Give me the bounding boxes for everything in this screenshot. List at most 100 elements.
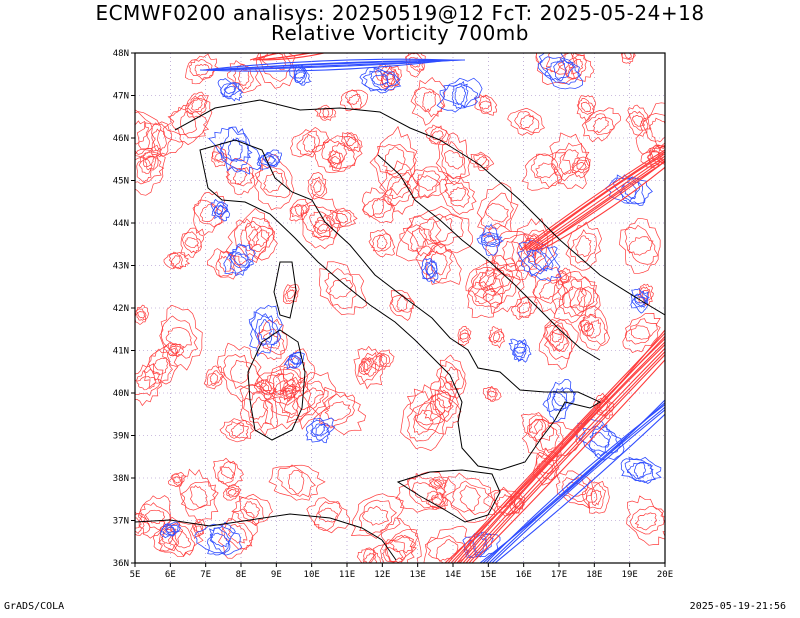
positive-vorticity-contour (435, 539, 459, 562)
negative-vorticity-contour (208, 126, 262, 175)
positive-vorticity-contour (331, 210, 352, 227)
negative-vorticity-contour (232, 252, 248, 267)
negative-vorticity-contour (508, 338, 532, 363)
positive-vorticity-contour (219, 418, 255, 443)
negative-vorticity-contour (612, 174, 645, 206)
positive-vorticity-contour (329, 151, 341, 169)
positive-vorticity-contour (374, 144, 417, 179)
positive-vorticity-contour (192, 522, 204, 536)
negative-vorticity-contour (520, 246, 558, 277)
positive-vorticity-band (444, 329, 665, 563)
negative-vorticity-contour (208, 527, 231, 554)
positive-vorticity-contour (290, 126, 330, 158)
negative-vorticity-contour (264, 156, 276, 164)
positive-vorticity-contour (162, 97, 213, 146)
positive-vorticity-contour (361, 505, 390, 526)
positive-vorticity-contour (189, 484, 208, 509)
positive-vorticity-contour (184, 237, 199, 249)
positive-vorticity-contour (551, 142, 590, 182)
lat-tick-label: 47N (113, 92, 129, 102)
positive-vorticity-contour (328, 142, 347, 165)
positive-vorticity-contour (474, 287, 496, 305)
positive-vorticity-contour (470, 266, 505, 292)
negative-vorticity-contour (620, 456, 662, 484)
positive-vorticity-contour (262, 372, 295, 396)
negative-vorticity-contour (305, 417, 336, 443)
positive-vorticity-contour (557, 53, 594, 82)
positive-vorticity-contour (209, 372, 218, 385)
positive-vorticity-contour (521, 152, 571, 191)
lat-tick-label: 46N (113, 134, 129, 144)
positive-vorticity-contour (212, 457, 244, 488)
negative-vorticity-contour (462, 531, 501, 559)
positive-vorticity-contour (283, 371, 337, 430)
lon-tick-label: 13E (410, 570, 426, 580)
negative-vorticity-contour (526, 248, 554, 272)
positive-vorticity-contour (635, 102, 665, 155)
positive-vorticity-contour (220, 518, 254, 550)
positive-vorticity-contour (138, 148, 159, 175)
positive-vorticity-contour (580, 101, 592, 113)
positive-vorticity-band (258, 53, 314, 61)
positive-vorticity-contour (207, 248, 243, 280)
positive-vorticity-band (468, 353, 665, 563)
positive-vorticity-contour (630, 325, 651, 340)
lon-tick-label: 19E (622, 570, 638, 580)
positive-vorticity-contour (168, 252, 184, 270)
positive-vorticity-contour (361, 187, 396, 223)
positive-vorticity-contour (171, 473, 182, 487)
positive-vorticity-contour (426, 535, 469, 563)
positive-vorticity-contour (568, 276, 601, 319)
negative-vorticity-contour (165, 523, 176, 537)
positive-vorticity-contour (135, 120, 149, 145)
positive-vorticity-contour (435, 132, 470, 186)
negative-vorticity-contour (544, 60, 576, 81)
positive-vorticity-contour (350, 493, 405, 539)
positive-vorticity-contour (170, 345, 179, 355)
positive-vorticity-contour (389, 289, 414, 321)
positive-vorticity-contour (136, 121, 184, 157)
positive-vorticity-contour (628, 236, 654, 256)
lon-tick-label: 6E (165, 570, 176, 580)
positive-vorticity-contour (225, 486, 241, 498)
positive-vorticity-contour (217, 460, 236, 485)
positive-vorticity-contour (343, 133, 359, 151)
positive-vorticity-contour (217, 342, 265, 403)
positive-vorticity-contour (359, 359, 371, 373)
positive-vorticity-contour (369, 125, 418, 196)
positive-vorticity-contour (136, 376, 157, 391)
positive-vorticity-contour (165, 327, 192, 349)
lon-tick-label: 17E (551, 570, 567, 580)
positive-vorticity-band (528, 155, 665, 251)
lon-tick-label: 20E (657, 570, 673, 580)
positive-vorticity-contour (318, 261, 367, 316)
positive-vorticity-contour (488, 272, 515, 296)
positive-vorticity-contour (565, 221, 602, 271)
positive-vorticity-contour (619, 218, 661, 274)
positive-vorticity-contour (190, 518, 207, 540)
positive-vorticity-contour (136, 158, 153, 183)
negative-vorticity-contour (546, 378, 575, 423)
positive-vorticity-band (261, 53, 327, 61)
positive-vorticity-band (519, 149, 665, 251)
positive-vorticity-contour (478, 95, 492, 113)
positive-vorticity-contour (289, 198, 310, 222)
positive-vorticity-contour (358, 356, 373, 376)
positive-vorticity-band (459, 343, 665, 563)
positive-vorticity-contour (153, 516, 184, 552)
negative-vorticity-contour (371, 74, 390, 86)
positive-vorticity-contour (278, 389, 299, 416)
positive-vorticity-contour (444, 366, 460, 387)
positive-vorticity-contour (466, 271, 504, 319)
positive-vorticity-contour (135, 517, 142, 529)
positive-vorticity-contour (234, 218, 267, 261)
negative-vorticity-band (211, 59, 463, 71)
positive-vorticity-contour (423, 397, 446, 422)
positive-vorticity-band (540, 166, 665, 251)
positive-vorticity-contour (268, 348, 316, 406)
negative-vorticity-contour (283, 351, 306, 370)
positive-vorticity-contour (356, 547, 382, 563)
negative-vorticity-band (491, 409, 665, 563)
positive-vorticity-contour (143, 343, 179, 389)
positive-vorticity-contour (137, 310, 146, 320)
